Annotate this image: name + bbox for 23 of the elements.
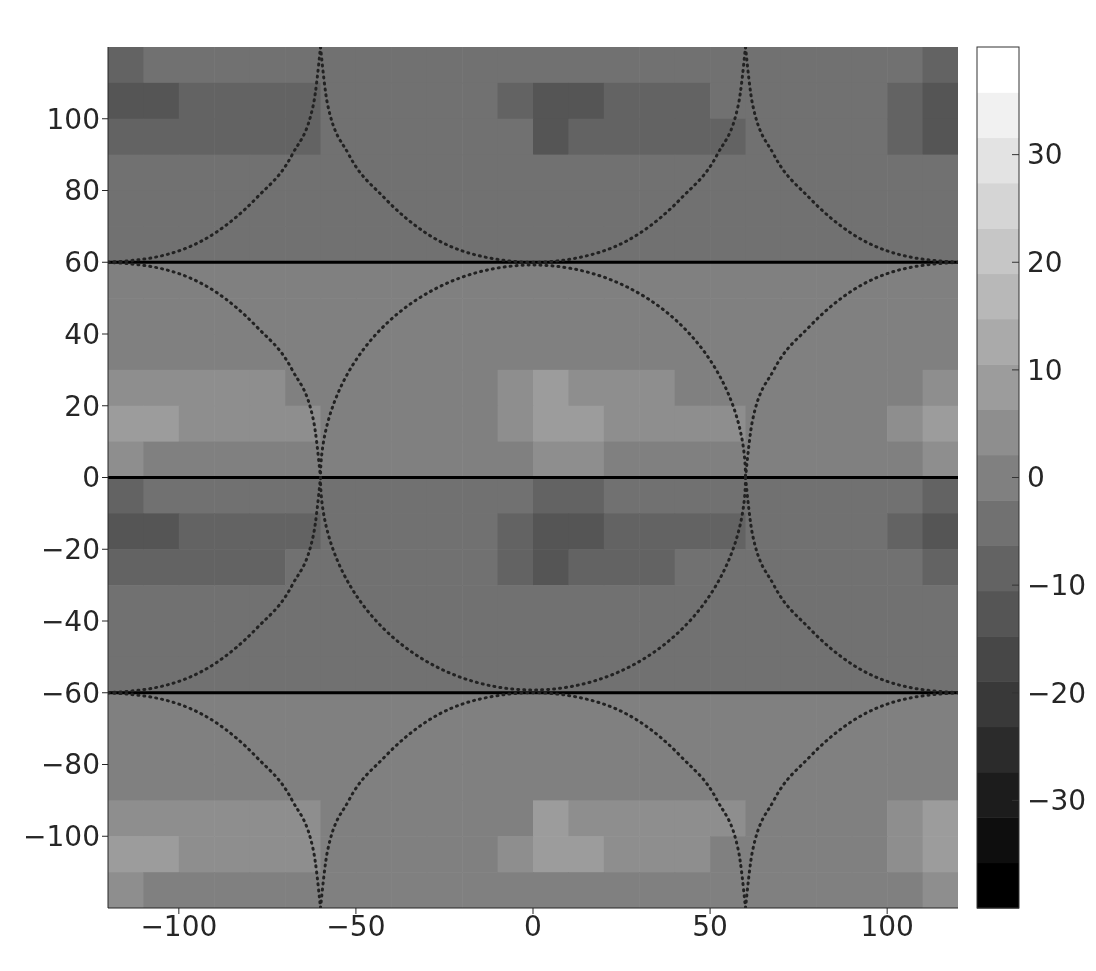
y-tick-label: 80 (64, 174, 100, 208)
y-tick-label: −40 (40, 604, 100, 638)
y-tick-label: −80 (40, 748, 100, 782)
color-bar-label: 0 (1027, 461, 1045, 495)
y-tick-label: 100 (46, 102, 100, 136)
x-tick-label: 50 (692, 909, 728, 943)
y-tick-label: −20 (40, 533, 100, 567)
y-tick-label: 20 (64, 389, 100, 423)
y-tick-label: −100 (23, 820, 100, 854)
x-tick-label: −50 (326, 909, 386, 943)
x-tick-label: 100 (860, 909, 914, 943)
y-tick-label: −60 (40, 676, 100, 710)
color-bar-label: −10 (1027, 568, 1087, 602)
color-bar-label: 10 (1027, 353, 1063, 387)
y-tick-label: 40 (64, 317, 100, 351)
y-tick-label: 0 (82, 461, 100, 495)
y-tick-label: 60 (64, 246, 100, 280)
color-bar-label: −20 (1027, 676, 1087, 710)
color-bar-label: −30 (1027, 784, 1087, 818)
color-bar-label: 20 (1027, 246, 1063, 280)
x-tick-label: 0 (524, 909, 542, 943)
color-bar-label: 30 (1027, 138, 1063, 172)
x-tick-label: −100 (140, 909, 218, 943)
